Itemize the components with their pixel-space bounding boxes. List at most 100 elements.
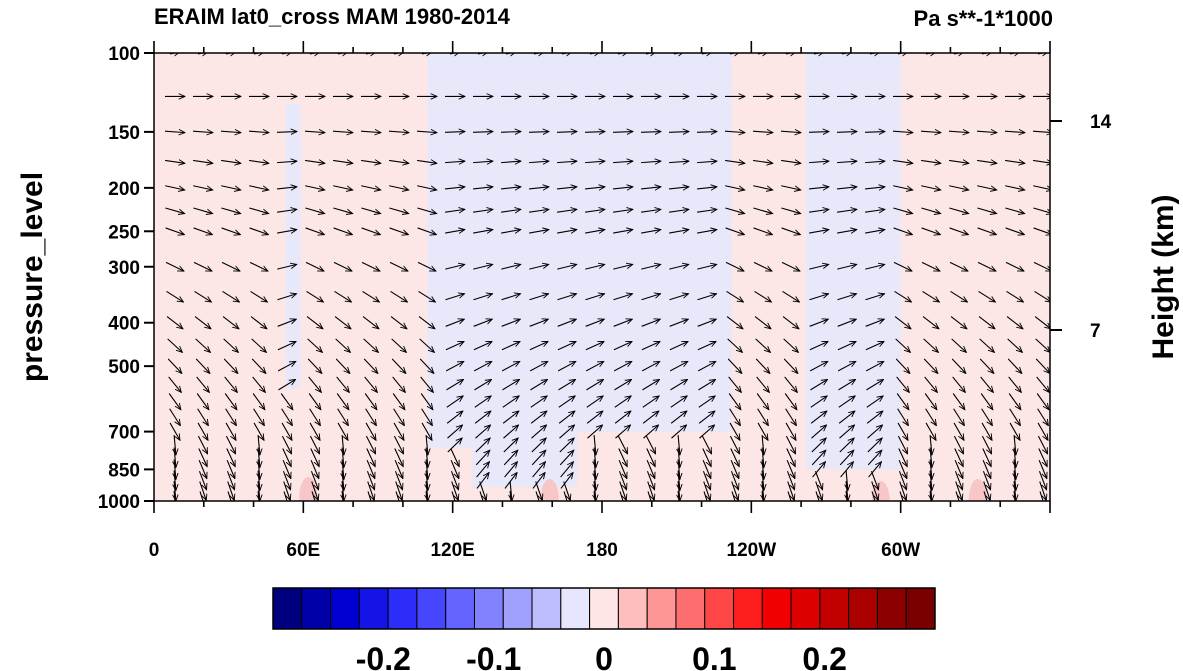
wind-vector xyxy=(983,481,991,501)
wind-vector xyxy=(224,393,237,409)
wind-vector xyxy=(417,261,436,271)
wind-vector xyxy=(563,481,571,501)
wind-vector xyxy=(697,294,716,301)
wind-vector xyxy=(166,290,184,302)
wind-vector xyxy=(389,227,409,235)
wind-vector xyxy=(810,379,827,391)
wind-vector xyxy=(893,207,912,214)
wind-vector xyxy=(1014,435,1016,455)
wind-vector xyxy=(867,438,882,453)
wind-vector xyxy=(952,376,966,392)
wind-vector xyxy=(808,161,829,162)
wind-vector xyxy=(837,264,856,270)
wind-vector xyxy=(698,396,715,408)
wind-vector xyxy=(977,261,996,271)
wind-vector xyxy=(731,491,736,501)
wind-vector xyxy=(395,481,403,501)
wind-vector xyxy=(786,470,794,490)
wind-vector xyxy=(258,447,260,468)
colorbar-tick-label: -0.2 xyxy=(356,641,411,671)
wind-vector xyxy=(221,207,240,214)
wind-vector xyxy=(809,230,829,234)
wind-vector xyxy=(701,435,711,454)
wind-vector xyxy=(248,131,269,132)
wind-vector xyxy=(896,393,909,409)
wind-vector xyxy=(757,408,769,426)
wind-vector xyxy=(502,411,519,424)
wind-vector xyxy=(198,459,207,478)
wind-vector xyxy=(1036,376,1050,392)
wind-vector xyxy=(309,408,321,426)
colorbar-cell xyxy=(617,587,648,630)
wind-vector xyxy=(697,209,717,212)
wind-vector xyxy=(924,376,938,392)
wind-vector xyxy=(530,396,547,408)
colorbar-cell xyxy=(848,587,878,630)
wind-vector xyxy=(839,450,854,466)
wind-vector xyxy=(613,264,632,270)
wind-vector xyxy=(363,338,379,353)
wind-vector xyxy=(617,435,627,454)
wind-vector xyxy=(668,187,689,189)
wind-vector xyxy=(528,161,549,162)
wind-vector xyxy=(1007,338,1023,353)
wind-vector xyxy=(894,290,912,302)
wind-vector xyxy=(670,379,687,391)
wind-vector xyxy=(584,187,605,189)
wind-vector xyxy=(503,450,518,466)
wind-vector xyxy=(647,481,655,501)
wind-vector xyxy=(529,361,548,372)
wind-vector xyxy=(1034,316,1050,329)
wind-vector xyxy=(866,411,883,424)
wind-vector xyxy=(253,422,264,440)
longitude-tick-label: 120W xyxy=(727,540,777,561)
pressure-tick-label: 1000 xyxy=(98,492,140,513)
wind-vector xyxy=(980,376,994,392)
wind-vector xyxy=(951,358,966,374)
wind-vector xyxy=(342,459,344,479)
wind-vector xyxy=(365,408,377,426)
wind-vector xyxy=(563,491,568,501)
wind-vector xyxy=(342,435,344,455)
wind-vector xyxy=(308,393,321,409)
wind-vector xyxy=(866,396,883,408)
wind-vector xyxy=(168,376,182,392)
wind-vector xyxy=(948,131,969,132)
wind-vector xyxy=(1014,481,1016,501)
wind-vector xyxy=(613,361,632,372)
wind-vector xyxy=(612,132,633,133)
wind-vector xyxy=(391,338,407,353)
wind-vector xyxy=(755,358,770,374)
wind-vector xyxy=(389,261,408,271)
colorbar-cell xyxy=(502,587,533,630)
wind-vector xyxy=(361,261,380,271)
wind-vector xyxy=(450,448,460,467)
wind-vector xyxy=(698,379,715,391)
wind-vector xyxy=(922,290,940,302)
wind-vector xyxy=(587,425,602,439)
wind-vector xyxy=(221,185,241,190)
wind-vector xyxy=(837,230,857,234)
positive-spot xyxy=(299,476,318,501)
wind-vector xyxy=(647,491,652,501)
colorbar-cell xyxy=(531,587,562,630)
wind-vector xyxy=(258,481,260,501)
wind-vector xyxy=(193,160,213,163)
wind-vector xyxy=(305,261,324,271)
wind-vector xyxy=(726,316,743,329)
wind-vector xyxy=(257,490,260,501)
wind-vector xyxy=(251,358,266,374)
wind-vector xyxy=(472,187,493,189)
wind-vector xyxy=(251,338,267,353)
wind-vector xyxy=(276,132,297,133)
wind-vector xyxy=(333,185,353,190)
wind-vector xyxy=(445,230,465,234)
wind-vector xyxy=(953,408,965,426)
wind-vector xyxy=(727,358,742,374)
wind-vector xyxy=(225,422,236,440)
wind-vector xyxy=(447,425,462,439)
wind-vector xyxy=(282,470,290,490)
wind-vector xyxy=(642,396,659,408)
wind-vector xyxy=(249,160,269,163)
wind-vector xyxy=(619,481,627,501)
